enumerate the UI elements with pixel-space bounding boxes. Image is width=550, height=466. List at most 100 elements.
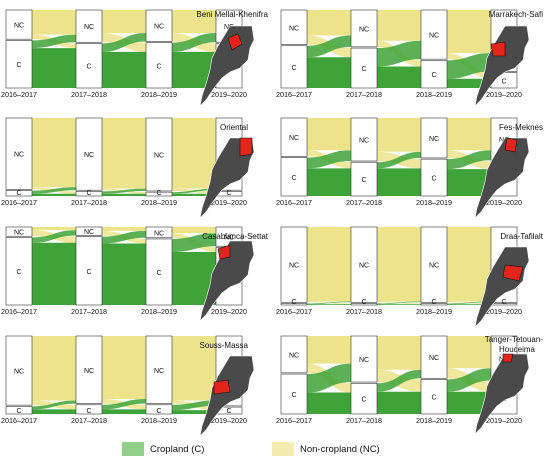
morocco-map-draa-tafilalt-icon	[474, 246, 530, 328]
map-region-highlight	[502, 264, 524, 282]
node-cropland	[75, 43, 103, 89]
node-label-c: C	[361, 299, 366, 306]
node-label-c: C	[501, 299, 506, 306]
panel-title: Fes-Meknes	[499, 123, 543, 132]
node-label-c: C	[431, 72, 436, 79]
map-region-highlight	[227, 33, 243, 51]
flow-c-to-c	[102, 51, 146, 88]
panel-8: NCC2016–2017NCC2017–2018NCC2018–2019NCC2…	[276, 335, 543, 435]
flow-nc-to-nc	[377, 227, 421, 302]
flow-c-to-nc	[32, 230, 76, 243]
node-noncropland	[350, 226, 378, 303]
node-label-nc: NC	[84, 152, 94, 159]
flow-nc-to-nc	[102, 227, 146, 231]
x-tick-label: 2017–2018	[71, 307, 107, 316]
x-tick-label: 2018–2019	[416, 90, 452, 99]
flow-c-to-nc	[377, 369, 421, 392]
legend-swatch-cropland	[122, 442, 144, 456]
map-country-shape	[199, 355, 255, 437]
node-noncropland	[75, 226, 103, 236]
node-label-c: C	[501, 78, 506, 85]
node-label-c: C	[16, 62, 21, 69]
flow-group	[307, 118, 491, 196]
flow-c-to-c	[32, 242, 76, 305]
node-label-c: C	[291, 392, 296, 399]
flow-c-to-nc	[32, 34, 76, 49]
flow-c-to-c	[377, 391, 421, 414]
flow-c-to-nc	[377, 40, 421, 67]
node-label-c: C	[16, 408, 21, 415]
panel-title: Souss-Massa	[200, 341, 249, 350]
node-label-c: C	[156, 408, 161, 415]
node-label-c: C	[86, 269, 91, 276]
map-region-highlight	[504, 137, 518, 153]
node-label-c: C	[431, 176, 436, 183]
node-cropland	[420, 158, 448, 197]
x-tick-label: 2018–2019	[416, 198, 452, 207]
flow-group	[307, 10, 491, 88]
node-label-nc: NC	[154, 368, 164, 375]
node-label-nc: NC	[429, 136, 439, 143]
node-cropland	[280, 45, 308, 89]
flow-group	[32, 10, 216, 88]
node-noncropland	[350, 335, 378, 383]
map-region-highlight	[502, 353, 514, 363]
flow-c-to-c	[172, 51, 216, 88]
flow-group	[32, 336, 216, 414]
node-cropland	[5, 237, 33, 306]
node-noncropland	[145, 9, 173, 42]
flow-c-to-c	[447, 78, 491, 88]
panel-7: NCC2016–2017NCC2017–2018NCC2018–2019NCC2…	[1, 335, 255, 437]
node-noncropland	[420, 335, 448, 379]
node-label-nc: NC	[289, 352, 299, 359]
node-label-nc: NC	[429, 263, 439, 270]
flow-nc-to-nc	[307, 227, 351, 302]
flow-c-to-c	[172, 252, 216, 305]
x-tick-label: 2017–2018	[71, 198, 107, 207]
flow-c-to-c	[307, 57, 351, 88]
morocco-map-beni-mellal-khenifra-icon	[199, 25, 255, 107]
x-tick-label: 2016–2017	[276, 416, 312, 425]
flow-nc-to-nc	[32, 227, 76, 231]
node-label-nc: NC	[289, 25, 299, 32]
node-noncropland	[420, 117, 448, 159]
morocco-map-tanger-tetouan-houceima-icon	[474, 353, 530, 435]
flow-nc-to-nc	[102, 336, 146, 399]
node-cropland	[145, 191, 173, 197]
x-tick-label: 2018–2019	[141, 416, 177, 425]
node-label-c: C	[226, 408, 231, 415]
x-tick-label: 2017–2018	[71, 416, 107, 425]
flow-c-to-nc	[447, 368, 491, 392]
x-tick-label: 2017–2018	[346, 416, 382, 425]
node-cropland	[145, 238, 173, 306]
flow-c-to-nc	[447, 301, 491, 305]
flow-nc-to-nc	[447, 336, 491, 369]
legend-label-cropland: Cropland (C)	[150, 443, 205, 455]
panel-title: Marrakech-Safi	[489, 10, 543, 19]
node-noncropland	[280, 9, 308, 45]
flow-nc-to-nc	[32, 118, 76, 188]
flow-nc-to-nc	[377, 10, 421, 41]
x-tick-label: 2018–2019	[141, 198, 177, 207]
flow-c-to-nc	[447, 53, 491, 79]
node-label-nc: NC	[84, 24, 94, 31]
panel-5: NCC2016–2017NCC2017–2018NCC2018–2019NCC2…	[1, 226, 269, 322]
flow-nc-to-nc	[307, 10, 351, 36]
node-noncropland	[75, 335, 103, 404]
flow-c-to-c	[307, 168, 351, 196]
node-label-c: C	[156, 270, 161, 277]
map-region-highlight	[217, 244, 231, 260]
flow-c-to-nc	[377, 301, 421, 305]
node-noncropland	[75, 117, 103, 191]
map-region-highlight	[239, 137, 253, 157]
node-noncropland	[350, 9, 378, 48]
node-label-nc: NC	[14, 152, 24, 159]
flow-c-to-nc	[307, 35, 351, 58]
node-label-nc: NC	[359, 357, 369, 364]
node-label-nc: NC	[14, 369, 24, 376]
node-label-c: C	[16, 190, 21, 197]
panel-title-line-2: Houceima	[499, 345, 536, 354]
flow-c-to-nc	[102, 398, 146, 410]
flow-c-to-nc	[102, 33, 146, 52]
flow-c-to-c	[102, 409, 146, 414]
